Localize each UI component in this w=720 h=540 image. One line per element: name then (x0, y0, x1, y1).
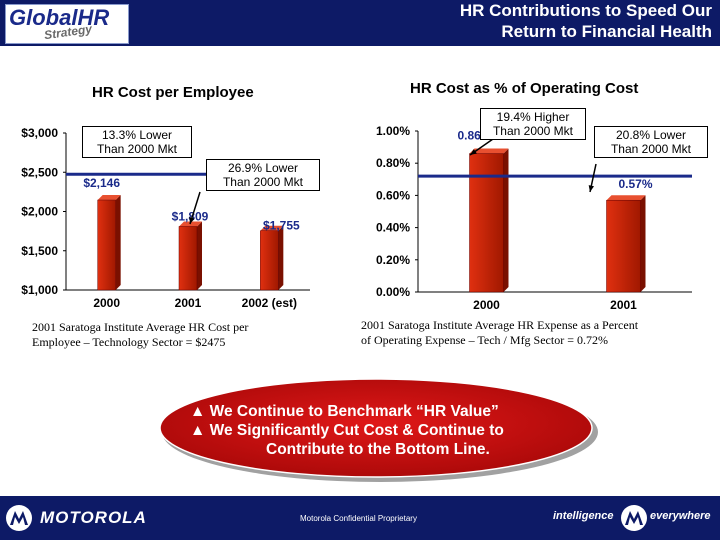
summary-oval (159, 378, 598, 482)
right-callout-2-line1: 20.8% Lower (615, 128, 687, 142)
right-chart-bar-top (606, 195, 646, 201)
left-note-line1: 2001 Saratoga Institute Average HR Cost … (32, 320, 249, 334)
page-title: HR Contributions to Speed Our Return to … (252, 0, 712, 42)
right-chart-y-tick-label: 0.40% (376, 221, 410, 235)
right-chart-y-tick-label: 1.00% (376, 124, 410, 138)
left-chart: $3,000 $2,500 $2,000 $1,500 $1,000 $2,146 2000… (21, 126, 310, 310)
left-chart-title: HR Cost per Employee (92, 84, 254, 101)
left-callout-1: 13.3% Lower Than 2000 Mkt (82, 126, 192, 158)
right-chart-y-tick-label: 0.00% (376, 285, 410, 299)
left-callout-1-line1: 13.3% Lower (101, 128, 173, 142)
left-callout-2-arrow-head (189, 217, 195, 224)
left-chart-category-label: 2000 (93, 296, 120, 310)
left-chart-bar-side (115, 195, 121, 290)
left-chart-bar (260, 230, 279, 291)
page-title-line2: Return to Financial Health (501, 22, 712, 41)
right-callout-1-line1: 19.4% Higher (496, 110, 570, 124)
summary-bullet-1: ▲ We Continue to Benchmark “HR Value” (190, 403, 499, 420)
motorola-batwing-icon-right (621, 505, 647, 531)
right-callout-2-arrow-head (588, 185, 595, 192)
right-callout-1-arrow-head (470, 149, 477, 155)
left-chart-bar (97, 199, 116, 291)
left-note-line2: Employee – Technology Sector = $2475 (32, 335, 226, 349)
header-bar: GlobalHR Strategy HR Contributions to Sp… (0, 0, 720, 46)
left-callout-2-line2: Than 2000 Mkt (222, 175, 304, 189)
left-chart-bar-top (260, 225, 284, 231)
summary-text: ▲ We Continue to Benchmark “HR Value” ▲ … (190, 402, 570, 459)
right-chart: 1.00%0.80%0.60%0.40%0.20%0.00%0.86%20000… (376, 124, 692, 312)
tagline-intelligence: intelligence (553, 510, 614, 522)
left-callout-2-line1: 26.9% Lower (227, 161, 299, 175)
right-chart-bar-side (640, 195, 646, 292)
summary-bullet-2: ▲ We Significantly Cut Cost & Continue t… (190, 422, 504, 439)
right-chart-bar (469, 153, 504, 293)
left-chart-category-label: 2001 (175, 296, 202, 310)
right-callout-2: 20.8% Lower Than 2000 Mkt (594, 126, 708, 158)
left-chart-value-label: $2,146 (83, 176, 120, 190)
right-chart-category-label: 2000 (473, 298, 500, 312)
left-chart-category-label: 2002 (est) (242, 296, 297, 310)
confidential-label: Motorola Confidential Proprietary (300, 514, 417, 523)
right-callout-2-line2: Than 2000 Mkt (610, 142, 692, 156)
right-chart-bar-top (469, 148, 509, 154)
right-chart-bar-side (503, 148, 509, 292)
logo-main-text: GlobalHR (9, 5, 110, 30)
right-callout-1-line2: Than 2000 Mkt (492, 124, 574, 138)
left-chart-value-label: $1,755 (263, 219, 300, 233)
left-chart-y-tick-label: $1,000 (21, 283, 58, 297)
right-chart-y-tick-label: 0.20% (376, 253, 410, 267)
right-chart-note: 2001 Saratoga Institute Average HR Expen… (361, 318, 716, 348)
left-chart-y-tick-label: $3,000 (21, 126, 58, 140)
summary-bullet-3: Contribute to the Bottom Line. (266, 441, 490, 458)
globalhr-logo: GlobalHR Strategy (5, 4, 129, 44)
oval-shape (159, 378, 593, 478)
left-chart-bar-top (97, 195, 121, 201)
right-note-line1: 2001 Saratoga Institute Average HR Expen… (361, 318, 639, 332)
right-chart-value-label: 0.57% (618, 177, 652, 191)
right-chart-category-label: 2001 (610, 298, 637, 312)
tagline-everywhere: everywhere (650, 510, 711, 522)
left-chart-bar (178, 226, 198, 291)
left-callout-2: 26.9% Lower Than 2000 Mkt (206, 159, 320, 191)
page-title-line1: HR Contributions to Speed Our (459, 1, 712, 20)
right-chart-title: HR Cost as % of Operating Cost (410, 80, 639, 97)
left-callout-1-line2: Than 2000 Mkt (96, 142, 178, 156)
motorola-brand: MOTOROLA (40, 508, 147, 527)
right-note-line2: of Operating Expense – Tech / Mfg Sector… (361, 333, 608, 347)
right-chart-y-tick-label: 0.60% (376, 188, 410, 202)
right-callout-1: 19.4% Higher Than 2000 Mkt (480, 108, 586, 140)
left-chart-bar-side (278, 225, 284, 290)
right-chart-y-tick-label: 0.80% (376, 156, 410, 170)
left-chart-y-tick-label: $1,500 (21, 244, 58, 258)
footer-bar: MOTOROLA Motorola Confidential Proprieta… (0, 496, 720, 540)
left-chart-value-label: $1,809 (172, 209, 209, 223)
right-chart-bar (606, 199, 641, 293)
left-chart-bar-side (197, 221, 202, 290)
left-chart-note: 2001 Saratoga Institute Average HR Cost … (32, 320, 352, 350)
left-chart-y-tick-label: $2,000 (21, 205, 58, 219)
left-chart-y-tick-label: $2,500 (21, 165, 58, 179)
charts-canvas: $3,000 $2,500 $2,000 $1,500 $1,000 $2,146 2000… (21, 124, 692, 312)
motorola-batwing-icon (6, 505, 32, 531)
